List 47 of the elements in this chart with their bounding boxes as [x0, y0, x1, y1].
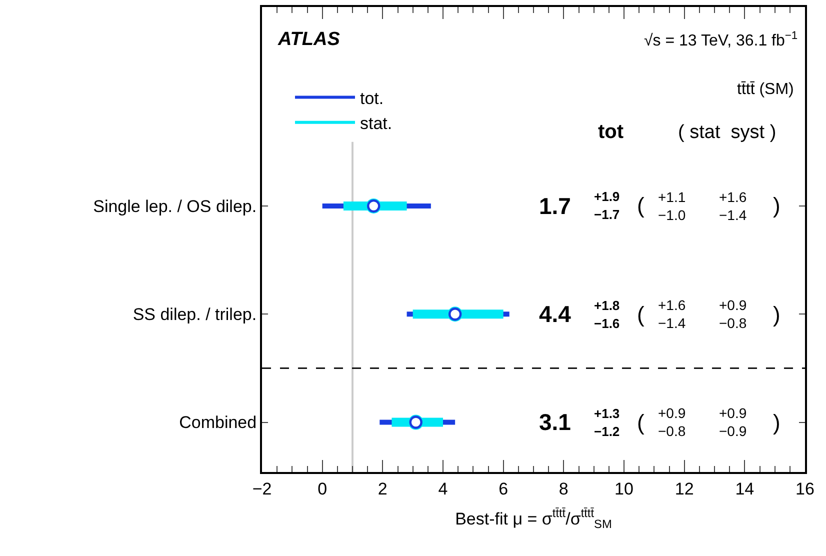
annotation: ( [637, 193, 645, 218]
legend-label: stat. [360, 114, 392, 133]
annotation: −1.6 [594, 316, 620, 331]
text: tt̄tt̄ (SM) [737, 81, 794, 98]
annotation: −1.7 [594, 207, 620, 222]
x-tick-label: 0 [318, 479, 328, 498]
x-tick-label: 6 [498, 479, 508, 498]
annotation: +1.9 [594, 189, 620, 204]
annotation: 3.1 [539, 409, 572, 435]
x-tick-label: 12 [674, 479, 694, 498]
text: ATLAS [277, 29, 340, 50]
annotation: −0.8 [719, 315, 747, 331]
annotation: −1.2 [594, 424, 620, 439]
x-tick-label: 16 [796, 479, 814, 498]
annotation: +0.9 [719, 405, 747, 421]
annotation: +1.1 [658, 189, 686, 205]
annotation: ) [773, 302, 780, 327]
x-tick-label: 8 [558, 479, 568, 498]
annotation: +1.3 [594, 406, 620, 421]
y-tick-label: Single lep. / OS dilep. [93, 196, 257, 216]
annotation: −1.4 [719, 207, 747, 223]
annotation: −1.0 [658, 207, 686, 223]
annotation: +1.8 [594, 298, 620, 313]
annotation: −1.4 [658, 315, 686, 331]
annotation: +0.9 [658, 405, 686, 421]
annotation: +1.6 [719, 189, 747, 205]
legend-label: tot. [360, 88, 384, 108]
x-tick-label: 14 [735, 479, 754, 498]
y-tick-label: Combined [179, 413, 257, 432]
text: √s = 13 TeV, 36.1 fb$^{−1}$ [644, 30, 798, 50]
annotation: ( [637, 410, 645, 435]
annotation: ( [637, 302, 645, 327]
annotation: +1.6 [658, 297, 686, 313]
annotation: ) [773, 193, 780, 218]
annotation: −0.9 [719, 423, 747, 439]
x-tick-label: 4 [438, 479, 448, 498]
annotation: 4.4 [539, 301, 572, 327]
x-tick-label: −2 [252, 479, 272, 498]
x-tick-label: 2 [378, 479, 388, 498]
annotation: +0.9 [719, 297, 747, 313]
annotation: 1.7 [539, 193, 571, 219]
annotation: ) [773, 410, 780, 435]
annotation: tot [598, 121, 624, 143]
y-tick-label: SS dilep. / trilep. [132, 305, 257, 324]
annotation: ( stat syst ) [678, 122, 776, 143]
annotation: −0.8 [658, 423, 686, 439]
x-tick-label: 10 [614, 479, 634, 498]
